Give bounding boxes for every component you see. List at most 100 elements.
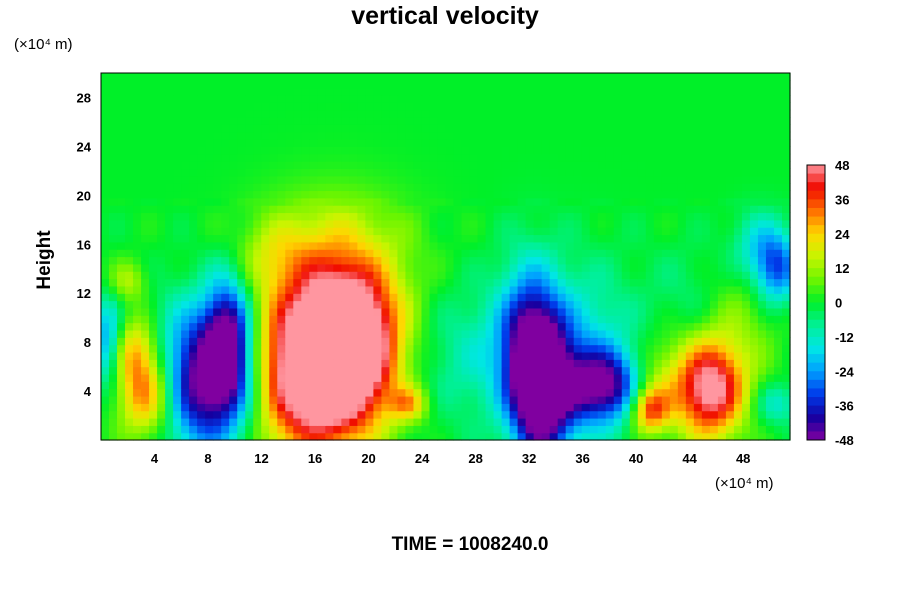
- heatmap-cell: [181, 117, 190, 125]
- heatmap-cell: [285, 307, 294, 316]
- heatmap-cell: [181, 359, 190, 368]
- heatmap-cell: [597, 73, 607, 81]
- heatmap-cell: [125, 190, 134, 199]
- heatmap-cell: [317, 315, 326, 324]
- heatmap-cell: [741, 278, 751, 287]
- heatmap-cell: [141, 168, 150, 177]
- heatmap-cell: [685, 395, 695, 404]
- heatmap-cell: [189, 329, 198, 338]
- heatmap-cell: [573, 337, 583, 346]
- heatmap-cell: [701, 102, 711, 111]
- heatmap-cell: [733, 190, 743, 199]
- heatmap-cell: [165, 307, 174, 316]
- heatmap-cell: [341, 241, 350, 250]
- heatmap-cell: [229, 344, 238, 353]
- heatmap-cell: [149, 351, 158, 360]
- heatmap-cell: [677, 197, 687, 206]
- heatmap-cell: [429, 227, 439, 236]
- heatmap-cell: [573, 300, 583, 309]
- heatmap-cell: [437, 256, 447, 265]
- heatmap-cell: [117, 344, 126, 353]
- heatmap-cell: [221, 417, 230, 426]
- heatmap-cell: [197, 241, 206, 250]
- heatmap-cell: [709, 322, 719, 331]
- heatmap-cell: [317, 373, 326, 382]
- heatmap-cell: [421, 139, 431, 147]
- heatmap-cell: [645, 73, 655, 81]
- heatmap-cell: [661, 197, 671, 206]
- heatmap-cell: [621, 410, 631, 419]
- heatmap-cell: [637, 337, 647, 346]
- heatmap-cell: [725, 359, 735, 368]
- heatmap-cell: [101, 175, 110, 184]
- heatmap-cell: [101, 139, 110, 147]
- heatmap-cell: [557, 168, 567, 177]
- heatmap-cell: [365, 373, 374, 382]
- heatmap-cell: [709, 87, 719, 96]
- heatmap-cell: [389, 131, 399, 140]
- heatmap-cell: [285, 197, 294, 206]
- heatmap-cell: [781, 256, 791, 265]
- heatmap-cell: [493, 271, 503, 280]
- heatmap-cell: [709, 410, 719, 419]
- heatmap-cell: [373, 285, 383, 294]
- heatmap-cell: [157, 351, 166, 360]
- heatmap-cell: [549, 234, 559, 243]
- heatmap-cell: [757, 139, 767, 147]
- heatmap-cell: [581, 271, 591, 280]
- heatmap-cell: [205, 124, 214, 133]
- heatmap-cell: [469, 329, 479, 338]
- heatmap-cell: [717, 183, 727, 192]
- heatmap-cell: [109, 190, 118, 199]
- heatmap-cell: [197, 300, 206, 309]
- heatmap-cell: [717, 205, 727, 214]
- heatmap-cell: [637, 87, 647, 96]
- heatmap-cell: [717, 285, 727, 294]
- heatmap-cell: [581, 161, 591, 170]
- heatmap-cell: [693, 197, 703, 206]
- heatmap-cell: [589, 278, 599, 287]
- heatmap-cell: [597, 366, 607, 375]
- heatmap-cell: [421, 183, 431, 192]
- heatmap-cell: [621, 271, 631, 280]
- heatmap-cell: [205, 278, 214, 287]
- heatmap-cell: [741, 117, 751, 125]
- heatmap-cell: [213, 381, 222, 390]
- heatmap-cell: [541, 417, 551, 426]
- heatmap-cell: [181, 227, 190, 236]
- heatmap-cell: [293, 315, 302, 324]
- heatmap-cell: [637, 403, 647, 412]
- heatmap-cell: [165, 153, 174, 162]
- heatmap-cell: [365, 146, 374, 155]
- heatmap-cell: [205, 300, 214, 309]
- heatmap-cell: [517, 351, 527, 360]
- heatmap-cell: [605, 168, 615, 177]
- heatmap-cell: [565, 322, 575, 331]
- heatmap-cell: [469, 212, 479, 221]
- heatmap-cell: [629, 359, 639, 368]
- heatmap-cell: [589, 73, 599, 81]
- heatmap-cell: [661, 256, 671, 265]
- heatmap-cell: [229, 373, 238, 382]
- heatmap-cell: [453, 190, 463, 199]
- heatmap-cell: [645, 205, 655, 214]
- heatmap-cell: [181, 124, 190, 133]
- heatmap-cell: [597, 153, 607, 162]
- heatmap-cell: [677, 183, 687, 192]
- heatmap-cell: [493, 139, 503, 147]
- heatmap-cell: [117, 124, 126, 133]
- heatmap-cell: [389, 337, 399, 346]
- heatmap-cell: [597, 175, 607, 184]
- heatmap-cell: [469, 403, 479, 412]
- heatmap-cell: [605, 344, 615, 353]
- heatmap-cell: [333, 227, 342, 236]
- heatmap-cell: [269, 388, 278, 397]
- heatmap-cell: [173, 190, 182, 199]
- heatmap-cell: [301, 102, 310, 111]
- heatmap-cell: [733, 417, 743, 426]
- heatmap-cell: [133, 153, 142, 162]
- heatmap-cell: [101, 73, 110, 81]
- heatmap-cell: [253, 263, 262, 272]
- heatmap-cell: [373, 366, 383, 375]
- heatmap-cell: [469, 249, 479, 258]
